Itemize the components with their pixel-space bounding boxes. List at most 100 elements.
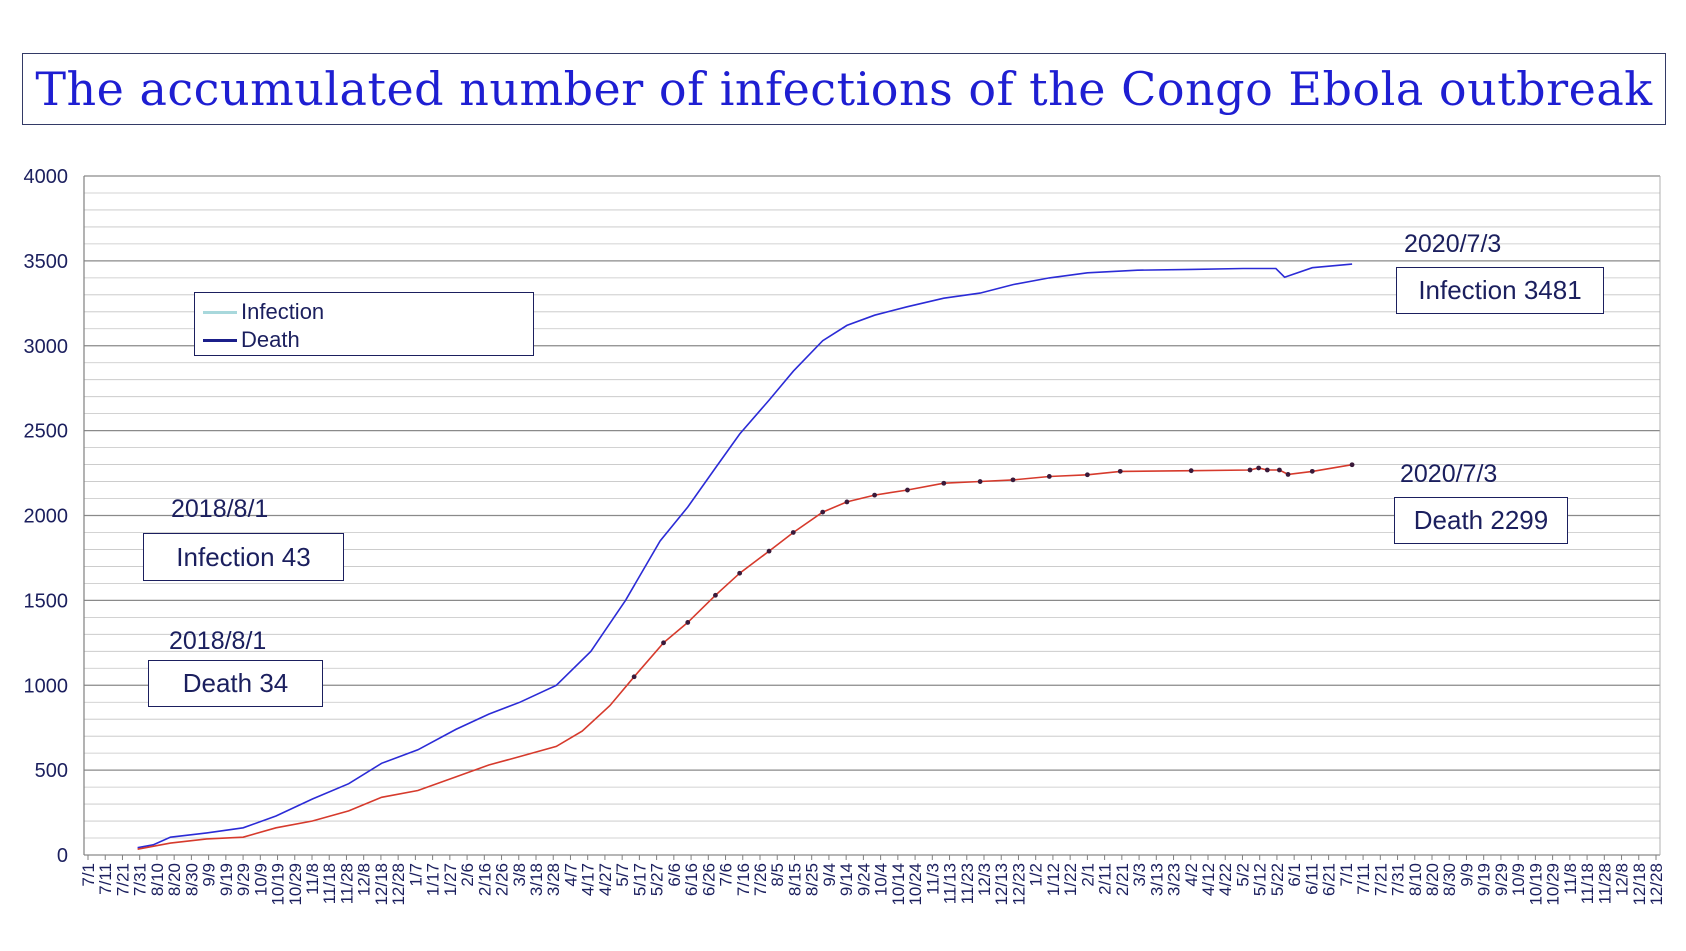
x-tick-label: 6/16 (682, 863, 701, 896)
y-tick-label: 1500 (24, 590, 69, 612)
x-tick-label: 12/3 (975, 863, 994, 896)
legend-label-infection: Infection (241, 299, 325, 324)
x-tick-label: 3/8 (510, 863, 529, 887)
x-tick-label: 11/18 (1578, 863, 1597, 904)
x-tick-label: 5/7 (613, 863, 632, 887)
series-line-death (137, 463, 1353, 850)
death-point-marker (1010, 477, 1016, 483)
death-point-marker (1046, 474, 1052, 479)
y-tick-label: 2000 (24, 506, 69, 528)
x-tick-label: 1/27 (441, 863, 460, 896)
death-point-marker (1264, 467, 1270, 473)
death-point-marker (820, 509, 826, 515)
chart-title: The accumulated number of infections of … (35, 62, 1653, 116)
death-point-marker (1117, 468, 1123, 474)
infection-start-label: Infection 43 (176, 541, 311, 572)
infection-start-box: Infection 43 (143, 533, 344, 581)
x-tick-label: 12/18 (1630, 863, 1649, 906)
x-tick-label: 7/11 (96, 863, 115, 895)
death-point-marker (844, 499, 850, 505)
y-tick-label: 2500 (24, 421, 69, 443)
x-tick-label: 3/18 (527, 863, 546, 896)
x-tick-label: 10/9 (251, 863, 270, 896)
x-tick-label: 7/16 (734, 863, 753, 896)
x-tick-label: 6/26 (699, 863, 718, 896)
legend: Infection Death (194, 292, 534, 356)
x-tick-label: 10/24 (906, 863, 925, 906)
infection-end-box: Infection 3481 (1396, 267, 1604, 314)
x-tick-label: 4/12 (1199, 863, 1218, 896)
x-tick-label: 2/16 (475, 863, 494, 896)
x-tick-label: 2/6 (458, 863, 477, 887)
x-tick-label: 9/19 (217, 863, 236, 896)
death-start-box: Death 34 (148, 660, 323, 707)
x-tick-label: 7/26 (751, 863, 770, 896)
x-tick-label: 3/23 (1165, 863, 1184, 896)
data-series (137, 263, 1355, 850)
x-tick-label: 5/2 (1233, 863, 1252, 887)
x-tick-label: 12/13 (992, 863, 1011, 906)
death-point-marker (1277, 467, 1282, 473)
x-tick-label: 11/28 (1595, 863, 1614, 904)
death-point-marker (661, 640, 666, 646)
y-tick-label: 0 (57, 845, 68, 867)
infection-end-label: Infection 3481 (1418, 275, 1582, 305)
x-tick-label: 3/13 (1147, 863, 1166, 896)
death-point-marker (631, 674, 637, 680)
x-tick-label: 8/10 (148, 863, 167, 896)
series-line-infection (137, 263, 1353, 849)
x-tick-label: 2/21 (1113, 863, 1132, 896)
death-point-marker (941, 480, 947, 486)
x-tick-label: 10/9 (1509, 863, 1528, 896)
x-tick-label: 2/26 (493, 863, 512, 896)
x-tick-label: 11/8 (1561, 863, 1580, 895)
x-tick-label: 9/19 (1475, 863, 1494, 896)
death-point-marker (1256, 465, 1262, 471)
chart-title-box: The accumulated number of infections of … (22, 53, 1666, 125)
y-tick-label: 3000 (24, 336, 69, 358)
x-tick-label: 10/29 (286, 863, 305, 906)
x-tick-label: 9/29 (1492, 863, 1511, 896)
x-tick-label: 3/3 (1130, 863, 1149, 887)
y-tick-label: 1000 (24, 675, 69, 697)
x-tick-label: 11/3 (923, 863, 942, 895)
legend-item-death: Death (203, 327, 300, 353)
x-tick-label: 12/18 (372, 863, 391, 906)
x-tick-label: 1/12 (1044, 863, 1063, 896)
x-tick-label: 6/1 (1285, 863, 1304, 887)
x-tick-label: 11/8 (303, 863, 322, 895)
y-tick-label: 3500 (24, 251, 69, 273)
death-point-marker (766, 548, 772, 554)
x-tick-label: 5/12 (1251, 863, 1270, 896)
x-tick-label: 3/28 (544, 863, 563, 896)
x-tick-label: 7/1 (1337, 863, 1356, 887)
x-tick-label: 1/22 (1061, 863, 1080, 896)
x-tick-label: 9/24 (854, 863, 873, 896)
x-tick-label: 7/1 (79, 863, 98, 887)
x-tick-label: 7/6 (717, 863, 736, 887)
x-tick-label: 9/14 (837, 863, 856, 896)
x-tick-label: 12/28 (389, 863, 408, 906)
death-start-date: 2018/8/1 (169, 627, 267, 655)
death-point-marker (713, 592, 718, 598)
legend-label-death: Death (241, 327, 300, 352)
x-tick-label: 9/9 (200, 863, 219, 887)
death-point-marker (685, 620, 691, 625)
x-tick-label: 9/29 (234, 863, 253, 896)
x-tick-label: 5/27 (648, 863, 667, 896)
death-point-marker (1247, 467, 1253, 473)
x-tick-label: 4/7 (561, 863, 580, 887)
death-end-date: 2020/7/3 (1400, 460, 1498, 488)
x-tick-label: 6/6 (665, 863, 684, 887)
x-tick-label: 11/23 (958, 863, 977, 904)
x-tick-label: 10/14 (889, 863, 908, 906)
x-tick-label: 10/19 (269, 863, 288, 906)
x-tick-label: 7/21 (1371, 863, 1390, 896)
x-tick-label: 7/11 (1354, 863, 1373, 895)
x-tick-label: 5/22 (1268, 863, 1287, 896)
x-tick-label: 7/31 (131, 863, 150, 896)
x-tick-label: 4/27 (596, 863, 615, 896)
x-tick-label: 8/15 (785, 863, 804, 896)
x-axis-ticks: 7/17/117/217/318/108/208/309/99/199/2910… (79, 855, 1666, 906)
